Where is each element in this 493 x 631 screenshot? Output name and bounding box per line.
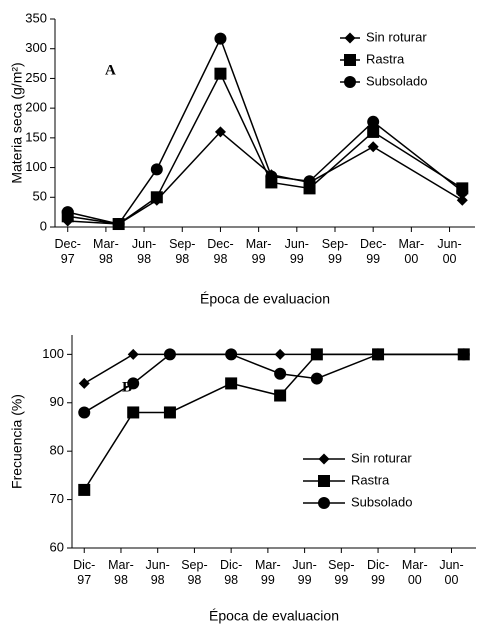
marker — [78, 406, 91, 419]
x-tick-label: Dec-99 — [359, 237, 387, 266]
marker — [344, 32, 356, 44]
marker — [265, 170, 278, 183]
series-line — [83, 353, 464, 491]
x-tick-label: Mar-98 — [108, 558, 134, 587]
marker — [214, 126, 226, 138]
marker — [372, 348, 385, 361]
marker — [274, 389, 287, 402]
marker — [310, 372, 323, 385]
x-tick-label: Jun-98 — [131, 237, 157, 266]
marker — [456, 185, 469, 198]
x-tick-label: Dec-97 — [54, 237, 81, 266]
marker — [163, 348, 176, 361]
marker — [318, 497, 330, 509]
marker — [150, 163, 163, 176]
marker — [367, 125, 380, 138]
x-tick-label: Sep-99 — [328, 558, 355, 587]
marker — [78, 377, 90, 389]
x-tick-label: Dic-99 — [366, 558, 390, 587]
marker — [112, 218, 125, 231]
marker — [127, 377, 140, 390]
marker — [318, 475, 330, 487]
x-tick-label: Jun-00 — [439, 558, 464, 587]
series-line — [67, 71, 463, 225]
marker — [457, 348, 470, 361]
x-tick-label: Jun-00 — [437, 237, 462, 266]
y-tick-label: 350 — [25, 10, 47, 25]
x-tick-label: Dic-98 — [220, 558, 243, 587]
x-tick-label: Dec-98 — [207, 237, 234, 266]
x-axis-label: Época de evaluacion — [209, 608, 339, 624]
marker — [318, 453, 330, 465]
x-tick-label: Jun-99 — [284, 237, 309, 266]
series-line — [83, 353, 464, 385]
marker — [310, 348, 323, 361]
y-tick-label: 90 — [50, 394, 64, 409]
y-axis-label: Frecuencia (%) — [9, 394, 25, 489]
marker — [456, 194, 468, 206]
legend-label: Sin roturar — [366, 29, 427, 44]
y-tick-label: 300 — [25, 40, 47, 55]
y-tick-label: 0 — [40, 218, 47, 233]
marker — [225, 377, 238, 390]
legend-label: Subsolado — [366, 73, 427, 88]
marker — [303, 175, 316, 188]
x-axis-label: Época de evaluacion — [200, 291, 330, 307]
marker — [78, 483, 91, 496]
marker — [127, 406, 140, 419]
x-tick-label: Jun-98 — [145, 558, 170, 587]
legend-label: Sin roturar — [351, 450, 412, 465]
marker — [214, 67, 227, 80]
x-tick-label: Sep-98 — [169, 237, 196, 266]
series-line — [83, 353, 464, 414]
marker — [225, 348, 238, 361]
x-tick-label: Dic-97 — [73, 558, 96, 587]
marker — [344, 54, 356, 66]
y-tick-label: 200 — [25, 100, 47, 115]
y-tick-label: 150 — [25, 129, 47, 144]
x-tick-label: Sep-99 — [321, 237, 349, 266]
marker — [61, 206, 74, 219]
marker — [367, 141, 379, 153]
y-tick-label: 100 — [42, 346, 64, 361]
annotation: A — [105, 62, 116, 78]
x-tick-label: Jun-99 — [292, 558, 317, 587]
x-tick-label: Mar-99 — [255, 558, 281, 587]
marker — [367, 115, 380, 128]
x-tick-label: Sep-98 — [181, 558, 208, 587]
legend-label: Subsolado — [351, 494, 412, 509]
marker — [127, 348, 139, 360]
marker — [274, 367, 287, 380]
marker — [274, 348, 286, 360]
marker — [163, 406, 176, 419]
y-axis-label: Materia seca (g/m²) — [9, 62, 25, 183]
y-tick-label: 60 — [50, 539, 64, 554]
x-tick-label: Mar-98 — [93, 237, 119, 266]
legend-label: Rastra — [351, 472, 390, 487]
marker — [214, 32, 227, 45]
y-tick-label: 70 — [50, 491, 64, 506]
x-tick-label: Mar-99 — [245, 237, 272, 266]
y-tick-label: 80 — [50, 443, 64, 458]
x-tick-label: Mar-00 — [401, 558, 428, 587]
legend-label: Rastra — [366, 51, 405, 66]
y-tick-label: 100 — [25, 159, 47, 174]
y-tick-label: 50 — [33, 189, 47, 204]
marker — [150, 191, 163, 204]
series-line — [67, 36, 463, 225]
x-tick-label: Mar-00 — [398, 237, 425, 266]
marker — [344, 76, 356, 88]
y-tick-label: 250 — [25, 70, 47, 85]
